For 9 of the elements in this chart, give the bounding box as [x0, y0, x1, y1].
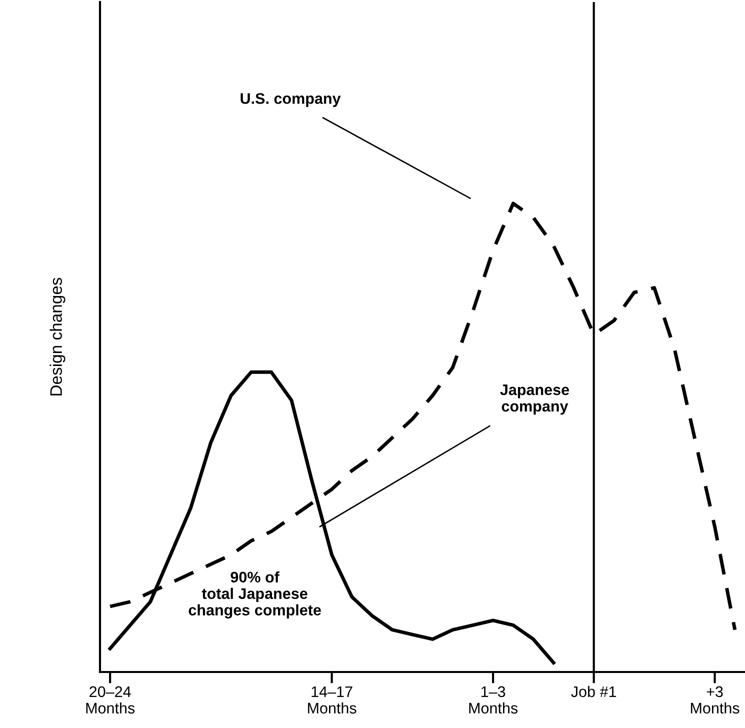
- annotation: Japanese company: [500, 384, 570, 415]
- x-tick-label: 1–3 Months: [469, 686, 518, 714]
- x-tick-label: Job #1: [571, 686, 616, 698]
- y-axis-title: Design changes: [50, 278, 66, 396]
- text: U.S. company: [240, 93, 341, 107]
- x-tick-label: 20–24 Months: [86, 686, 135, 714]
- x-tick-label: +3 Months: [690, 686, 740, 714]
- x-tick-label: 14–17 Months: [308, 686, 356, 714]
- annotation: 90% of total Japanese changes complete: [188, 571, 321, 619]
